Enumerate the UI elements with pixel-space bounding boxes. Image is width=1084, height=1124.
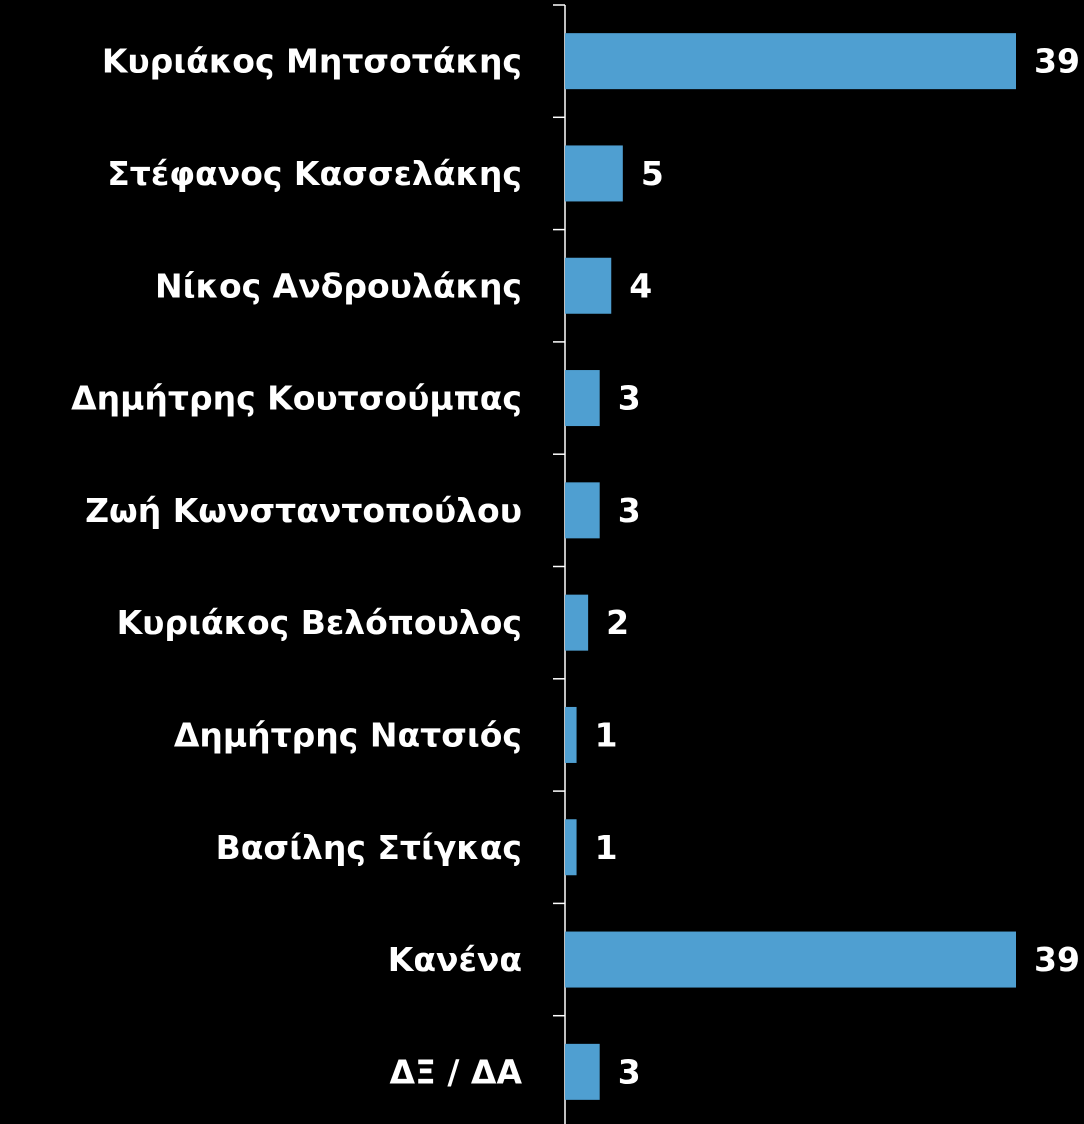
category-label: Ζωή Κωνσταντοπούλου	[85, 491, 522, 530]
bar	[565, 594, 589, 651]
category-label: Στέφανος Κασσελάκης	[107, 154, 522, 193]
value-label: 2	[606, 603, 629, 642]
value-label: 3	[618, 379, 641, 418]
category-label: Βασίλης Στίγκας	[216, 828, 522, 867]
value-label: 4	[629, 266, 652, 305]
value-label: 39	[1034, 940, 1080, 979]
value-label: 5	[641, 154, 664, 193]
value-label: 1	[595, 715, 618, 754]
value-label: 1	[595, 828, 618, 867]
bar	[565, 145, 623, 202]
bar	[565, 819, 577, 876]
category-label: Κυριάκος Βελόπουλος	[117, 603, 522, 642]
category-label: Κυριάκος Μητσοτάκης	[102, 42, 522, 81]
category-label: Κανένα	[388, 940, 522, 979]
value-label: 3	[618, 491, 641, 530]
category-label: Δημήτρης Νατσιός	[174, 715, 522, 754]
bar	[565, 257, 612, 314]
category-label: Δημήτρης Κουτσούμπας	[71, 379, 522, 418]
bar	[565, 931, 1016, 988]
value-label: 39	[1034, 42, 1080, 81]
value-label: 3	[618, 1052, 641, 1091]
bar	[565, 1043, 600, 1100]
bar	[565, 706, 577, 763]
category-label: Νίκος Ανδρουλάκης	[155, 266, 522, 305]
category-label: ΔΞ / ΔΑ	[390, 1052, 523, 1091]
bar	[565, 482, 600, 539]
bar	[565, 33, 1016, 90]
bar	[565, 370, 600, 427]
